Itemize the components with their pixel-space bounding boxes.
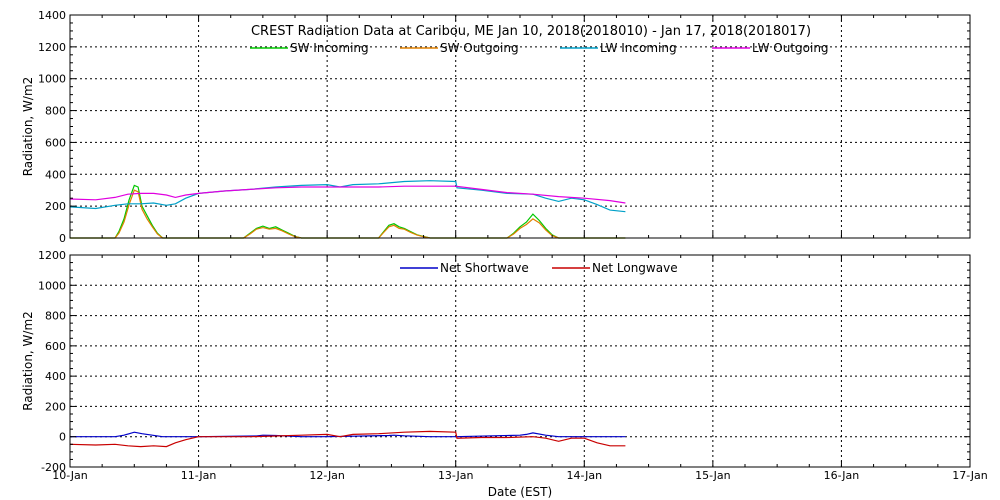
x-tick-label: 12-Jan	[309, 469, 345, 482]
y-tick-label: 400	[45, 370, 66, 383]
y-tick-label: 1400	[38, 9, 66, 22]
series-line-lw-outgoing	[69, 185, 626, 204]
legend-label: LW Incoming	[600, 41, 677, 55]
x-tick-label: 10-Jan	[52, 469, 88, 482]
y-tick-label: 0	[59, 431, 66, 444]
y-tick-label: -200	[41, 461, 66, 474]
y-tick-label: 200	[45, 200, 66, 213]
x-tick-label: 16-Jan	[824, 469, 860, 482]
x-tick-label: 11-Jan	[181, 469, 217, 482]
y-tick-label: 0	[59, 232, 66, 245]
x-axis-title: Date (EST)	[488, 485, 552, 499]
y-tick-label: 1200	[38, 249, 66, 262]
y-tick-label: 600	[45, 136, 66, 149]
y-tick-label: 800	[45, 310, 66, 323]
y-tick-label: 1200	[38, 41, 66, 54]
series-line-lw-incoming	[69, 180, 626, 213]
x-tick-label: 17-Jan	[952, 469, 988, 482]
legend-label: Net Longwave	[592, 261, 678, 275]
x-tick-label: 13-Jan	[438, 469, 474, 482]
y-tick-label: 800	[45, 105, 66, 118]
legend-label: Net Shortwave	[440, 261, 529, 275]
y-tick-label: 1000	[38, 73, 66, 86]
y-tick-label: 200	[45, 400, 66, 413]
legend-label: SW Outgoing	[440, 41, 519, 55]
y-axis-title: Radiation, W/m2	[21, 77, 35, 177]
y-tick-label: 600	[45, 340, 66, 353]
legend-label: LW Outgoing	[752, 41, 829, 55]
series-line-net-shortwave	[70, 431, 626, 438]
legend-label: SW Incoming	[290, 41, 369, 55]
y-tick-label: 1000	[38, 279, 66, 292]
y-axis-title: Radiation, W/m2	[21, 311, 35, 411]
y-tick-label: 400	[45, 168, 66, 181]
series-line-net-longwave	[69, 430, 626, 448]
chart-title: CREST Radiation Data at Caribou, ME Jan …	[251, 24, 811, 39]
x-tick-label: 14-Jan	[567, 469, 603, 482]
x-tick-label: 15-Jan	[695, 469, 731, 482]
